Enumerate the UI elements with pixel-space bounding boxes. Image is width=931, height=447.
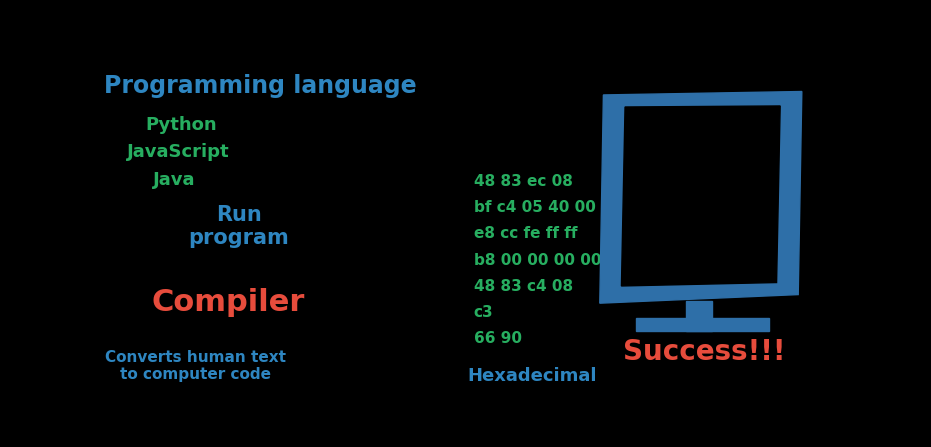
Text: c3: c3 bbox=[474, 305, 493, 320]
Text: Python: Python bbox=[145, 116, 217, 134]
Text: e8 cc fe ff ff: e8 cc fe ff ff bbox=[474, 227, 577, 241]
Polygon shape bbox=[686, 301, 711, 331]
Polygon shape bbox=[600, 92, 802, 303]
Text: 66 90: 66 90 bbox=[474, 331, 521, 346]
Text: 48 83 ec 08: 48 83 ec 08 bbox=[474, 174, 573, 189]
Polygon shape bbox=[622, 106, 780, 286]
Text: bf c4 05 40 00: bf c4 05 40 00 bbox=[474, 200, 596, 215]
Text: Compiler: Compiler bbox=[152, 288, 304, 316]
Text: Converts human text
to computer code: Converts human text to computer code bbox=[105, 350, 286, 382]
Text: b8 00 00 00 00: b8 00 00 00 00 bbox=[474, 253, 601, 268]
Text: JavaScript: JavaScript bbox=[128, 143, 230, 161]
Text: Success!!!: Success!!! bbox=[623, 337, 786, 366]
Text: 48 83 c4 08: 48 83 c4 08 bbox=[474, 279, 573, 294]
Text: Run
program: Run program bbox=[188, 205, 290, 248]
Text: Java: Java bbox=[153, 171, 195, 189]
Polygon shape bbox=[636, 318, 769, 331]
Text: Programming language: Programming language bbox=[104, 74, 417, 98]
Text: Hexadecimal: Hexadecimal bbox=[467, 367, 598, 385]
